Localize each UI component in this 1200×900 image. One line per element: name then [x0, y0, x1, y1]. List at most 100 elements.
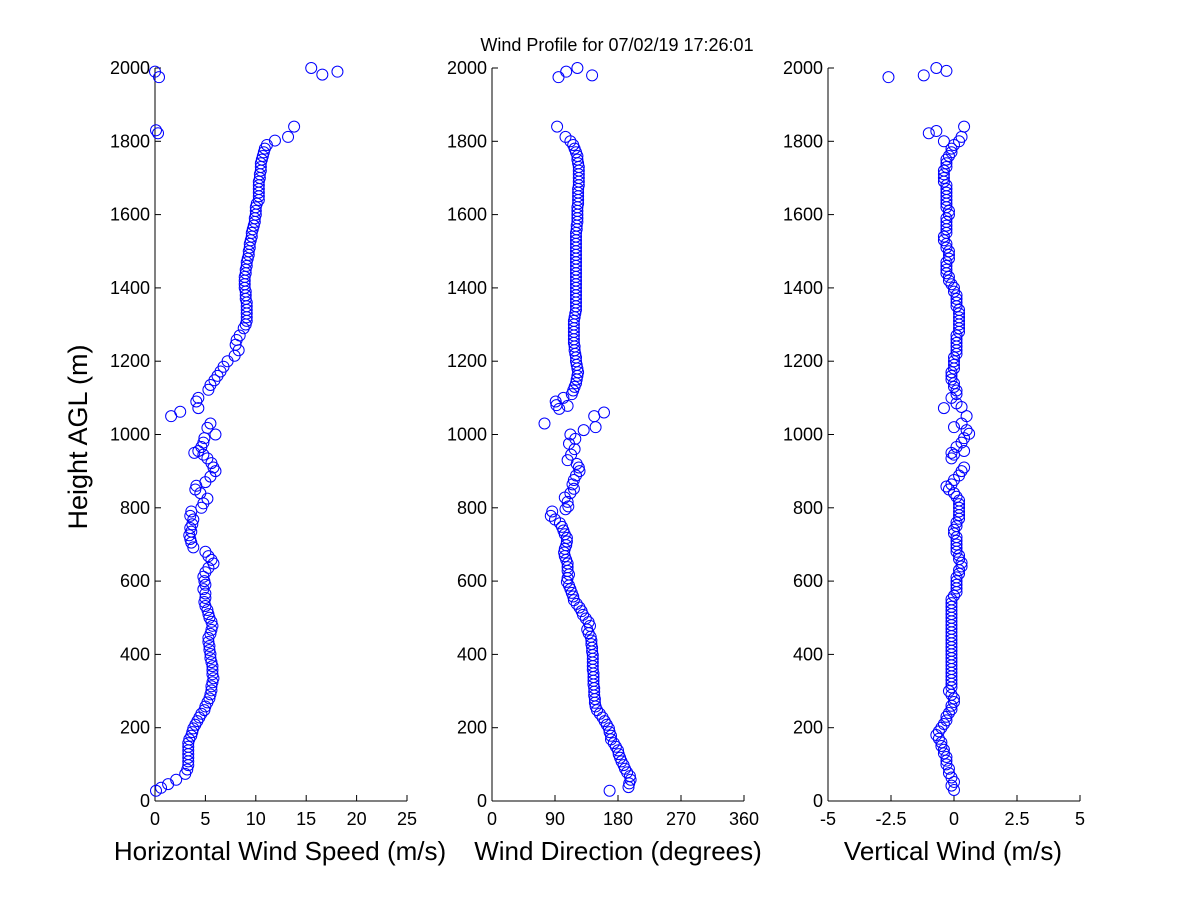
data-point-direction — [553, 402, 566, 415]
data-point-vertical — [940, 219, 953, 232]
data-point-speed — [205, 615, 218, 628]
x-tick-label-vertical: -5 — [820, 809, 836, 829]
data-point-direction — [562, 500, 575, 513]
data-point-vertical — [940, 153, 953, 166]
y-tick-label-speed: 2000 — [110, 58, 150, 78]
data-point-vertical — [917, 69, 930, 82]
data-point-speed — [165, 410, 178, 423]
data-point-vertical — [945, 366, 958, 379]
data-point-vertical — [953, 318, 966, 331]
data-point-vertical — [940, 710, 953, 723]
data-point-speed — [188, 446, 201, 459]
data-point-vertical — [942, 245, 955, 258]
data-point-vertical — [930, 125, 943, 138]
panel-horizontal-wind-speed: Horizontal Wind Speed (m/s) 020040060080… — [110, 58, 446, 866]
data-point-vertical — [950, 545, 963, 558]
x-tick-label-direction: 270 — [666, 809, 696, 829]
y-tick-label-speed: 1400 — [110, 278, 150, 298]
data-point-vertical — [940, 193, 953, 206]
y-tick-label-speed: 600 — [120, 571, 150, 591]
data-point-speed — [288, 120, 301, 133]
data-point-vertical — [940, 751, 953, 764]
data-point-vertical — [953, 322, 966, 335]
data-point-speed — [240, 311, 253, 324]
data-point-vertical — [922, 127, 935, 140]
data-point-vertical — [932, 725, 945, 738]
data-point-direction — [577, 424, 590, 437]
data-point-speed — [187, 541, 200, 554]
data-point-direction — [567, 473, 580, 486]
x-tick-label-vertical: 5 — [1075, 809, 1085, 829]
data-point-direction — [623, 777, 636, 790]
data-point-speed — [187, 513, 200, 526]
data-point-vertical — [948, 285, 960, 298]
x-tick-label-direction: 180 — [603, 809, 633, 829]
data-point-direction — [603, 784, 616, 797]
data-point-speed — [202, 631, 215, 644]
data-point-direction — [609, 740, 622, 753]
x-tick-label-direction: 90 — [545, 809, 565, 829]
y-tick-label-direction: 600 — [457, 571, 487, 591]
data-point-vertical — [937, 234, 950, 247]
data-point-speed — [153, 71, 166, 84]
figure-title: Wind Profile for 07/02/19 17:26:01 — [480, 35, 753, 55]
data-point-vertical — [950, 542, 963, 555]
y-tick-label-speed: 400 — [120, 644, 150, 664]
y-tick-label-speed: 1000 — [110, 425, 150, 445]
data-point-vertical — [945, 278, 958, 291]
y-tick-label-direction: 1000 — [447, 425, 487, 445]
data-point-direction — [544, 509, 557, 522]
data-point-speed — [197, 570, 210, 583]
data-point-speed — [202, 383, 215, 396]
data-point-direction — [596, 711, 609, 724]
data-point-speed — [204, 688, 217, 701]
y-tick-label-direction: 0 — [477, 791, 487, 811]
data-point-vertical — [955, 556, 968, 569]
data-point-speed — [203, 644, 216, 657]
data-point-vertical — [945, 369, 958, 382]
y-tick-label-speed: 1200 — [110, 351, 150, 371]
data-point-vertical — [937, 171, 950, 184]
y-tick-label-direction: 1600 — [447, 205, 487, 225]
data-point-direction — [598, 715, 611, 728]
data-point-direction — [573, 465, 586, 478]
data-point-vertical — [950, 300, 963, 313]
data-point-direction — [605, 729, 617, 742]
data-point-vertical — [942, 762, 955, 775]
data-point-speed — [182, 751, 195, 764]
y-tick-label-vertical: 1400 — [783, 278, 823, 298]
data-point-speed — [203, 639, 216, 652]
data-point-direction — [612, 744, 624, 757]
data-point-speed — [182, 759, 195, 772]
data-point-speed — [206, 668, 219, 681]
y-tick-label-speed: 200 — [120, 718, 150, 738]
data-point-vertical — [942, 707, 955, 720]
y-tick-label-vertical: 1000 — [783, 425, 823, 445]
data-point-vertical — [948, 358, 960, 371]
y-tick-label-vertical: 1600 — [783, 205, 823, 225]
data-point-speed — [195, 440, 208, 453]
data-point-vertical — [955, 401, 968, 414]
data-point-vertical — [950, 340, 963, 353]
data-point-vertical — [950, 516, 963, 529]
data-point-vertical — [950, 344, 963, 357]
data-point-direction — [561, 495, 574, 508]
y-tick-label-direction: 1800 — [447, 131, 487, 151]
data-point-direction — [607, 737, 620, 750]
data-point-speed — [201, 452, 214, 465]
x-tick-label-direction: 360 — [729, 809, 759, 829]
data-point-vertical — [948, 362, 960, 375]
y-tick-label-speed: 1800 — [110, 131, 150, 151]
data-point-speed — [150, 784, 163, 797]
data-point-vertical — [960, 424, 973, 437]
data-point-vertical — [953, 564, 966, 577]
data-point-direction — [538, 417, 551, 430]
data-point-speed — [192, 402, 205, 415]
data-point-direction — [600, 718, 613, 731]
y-tick-label-direction: 200 — [457, 718, 487, 738]
y-tick-label-speed: 1600 — [110, 205, 150, 225]
data-point-direction — [564, 135, 577, 148]
data-point-vertical — [948, 784, 960, 797]
data-point-vertical — [948, 692, 960, 705]
